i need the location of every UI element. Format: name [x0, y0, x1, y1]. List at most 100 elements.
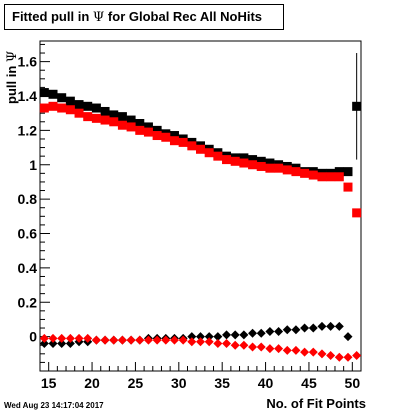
data-point-diamond: [169, 335, 179, 345]
data-point-diamond: [117, 335, 127, 345]
data-point-square: [109, 117, 119, 127]
data-point-square: [48, 101, 58, 111]
data-point-square: [169, 136, 179, 146]
data-point-square: [83, 112, 93, 122]
data-point-diamond: [187, 332, 197, 342]
data-point-square: [352, 101, 362, 111]
data-point-square: [213, 151, 223, 161]
data-point-square: [334, 172, 344, 182]
data-point-diamond: [326, 351, 336, 361]
data-point-diamond: [161, 335, 171, 345]
data-point-square: [178, 137, 188, 147]
data-point-diamond: [352, 351, 362, 361]
x-tick-label: 35: [214, 375, 230, 391]
data-point-square: [300, 168, 310, 178]
data-point-square: [39, 103, 49, 113]
chart-title-prefix: Fitted pull in: [12, 9, 90, 24]
y-tick-label: 1.4: [18, 88, 38, 104]
data-point-diamond: [300, 347, 310, 357]
data-point-square: [169, 131, 179, 141]
data-point-diamond: [300, 323, 310, 333]
data-point-diamond: [65, 339, 75, 348]
data-point-diamond: [317, 349, 327, 359]
data-point-diamond: [152, 335, 162, 345]
series-3: [39, 333, 362, 362]
data-point-diamond: [74, 333, 84, 343]
data-point-square: [100, 115, 110, 125]
data-point-square: [239, 153, 249, 163]
data-point-diamond: [291, 345, 301, 355]
data-point-diamond: [265, 344, 275, 354]
plot-frame: [39, 40, 362, 372]
data-point-square: [239, 158, 249, 168]
data-point-diamond: [265, 326, 275, 336]
x-axis-label: No. of Fit Points: [266, 396, 366, 411]
y-tick-label: 0: [29, 329, 37, 345]
x-tick-label: 45: [301, 375, 317, 391]
data-point-diamond: [48, 333, 58, 343]
data-point-diamond: [57, 339, 67, 348]
data-point-square: [65, 96, 75, 106]
data-point-diamond: [230, 330, 240, 340]
y-tick-label: 0.4: [18, 260, 38, 276]
y-tick-label: 0.8: [18, 191, 38, 207]
data-point-square: [65, 105, 75, 115]
data-point-square: [152, 125, 162, 135]
data-point-diamond: [213, 332, 223, 342]
data-point-square: [256, 156, 266, 166]
data-point-square: [265, 163, 275, 173]
data-point-square: [126, 115, 136, 125]
x-tick-label: 15: [41, 375, 57, 391]
data-point-square: [117, 112, 127, 122]
y-tick-label: 0.6: [18, 226, 38, 242]
data-point-diamond: [204, 332, 214, 342]
data-point-diamond: [39, 339, 49, 348]
data-point-diamond: [143, 335, 153, 345]
data-point-square: [222, 155, 232, 165]
data-point-square: [265, 158, 275, 168]
data-point-square: [274, 163, 284, 173]
data-point-square: [100, 106, 110, 116]
data-point-square: [83, 101, 93, 111]
data-point-square: [308, 170, 318, 180]
data-point-square: [204, 148, 214, 158]
data-point-diamond: [222, 339, 232, 348]
data-point-diamond: [343, 332, 353, 342]
y-tick-label: 1.2: [18, 122, 38, 138]
data-point-diamond: [326, 321, 336, 331]
data-point-diamond: [256, 328, 266, 338]
y-axis-label-prefix: pull in: [4, 65, 19, 104]
data-point-diamond: [282, 325, 292, 335]
data-point-diamond: [57, 333, 67, 343]
data-point-diamond: [291, 325, 301, 335]
y-axis-label-symbol: Ψ: [5, 50, 20, 63]
data-point-diamond: [308, 347, 318, 357]
data-point-diamond: [282, 345, 292, 355]
data-point-diamond: [109, 335, 119, 345]
data-point-diamond: [100, 335, 110, 345]
data-point-diamond: [274, 326, 284, 336]
data-point-square: [74, 108, 84, 118]
data-point-diamond: [83, 333, 93, 343]
data-point-diamond: [308, 323, 318, 333]
data-point-square: [343, 167, 353, 177]
data-point-diamond: [274, 344, 284, 354]
data-point-diamond: [256, 342, 266, 352]
data-point-square: [57, 93, 67, 103]
data-point-square: [317, 172, 327, 182]
data-point-square: [135, 125, 145, 135]
chart-title: Fitted pull in Ψ for Global Rec All NoHi…: [4, 4, 284, 30]
data-point-square: [91, 103, 101, 113]
y-tick-label: 1.6: [18, 54, 38, 70]
data-point-diamond: [239, 330, 249, 340]
x-tick-label: 25: [128, 375, 144, 391]
data-point-diamond: [239, 340, 249, 350]
data-point-diamond: [334, 321, 344, 331]
data-point-square: [143, 122, 153, 132]
data-point-diamond: [317, 321, 327, 331]
data-point-square: [334, 167, 344, 177]
x-tick-label: 40: [258, 375, 274, 391]
data-point-diamond: [135, 335, 145, 345]
y-tick-label: 1: [29, 157, 37, 173]
